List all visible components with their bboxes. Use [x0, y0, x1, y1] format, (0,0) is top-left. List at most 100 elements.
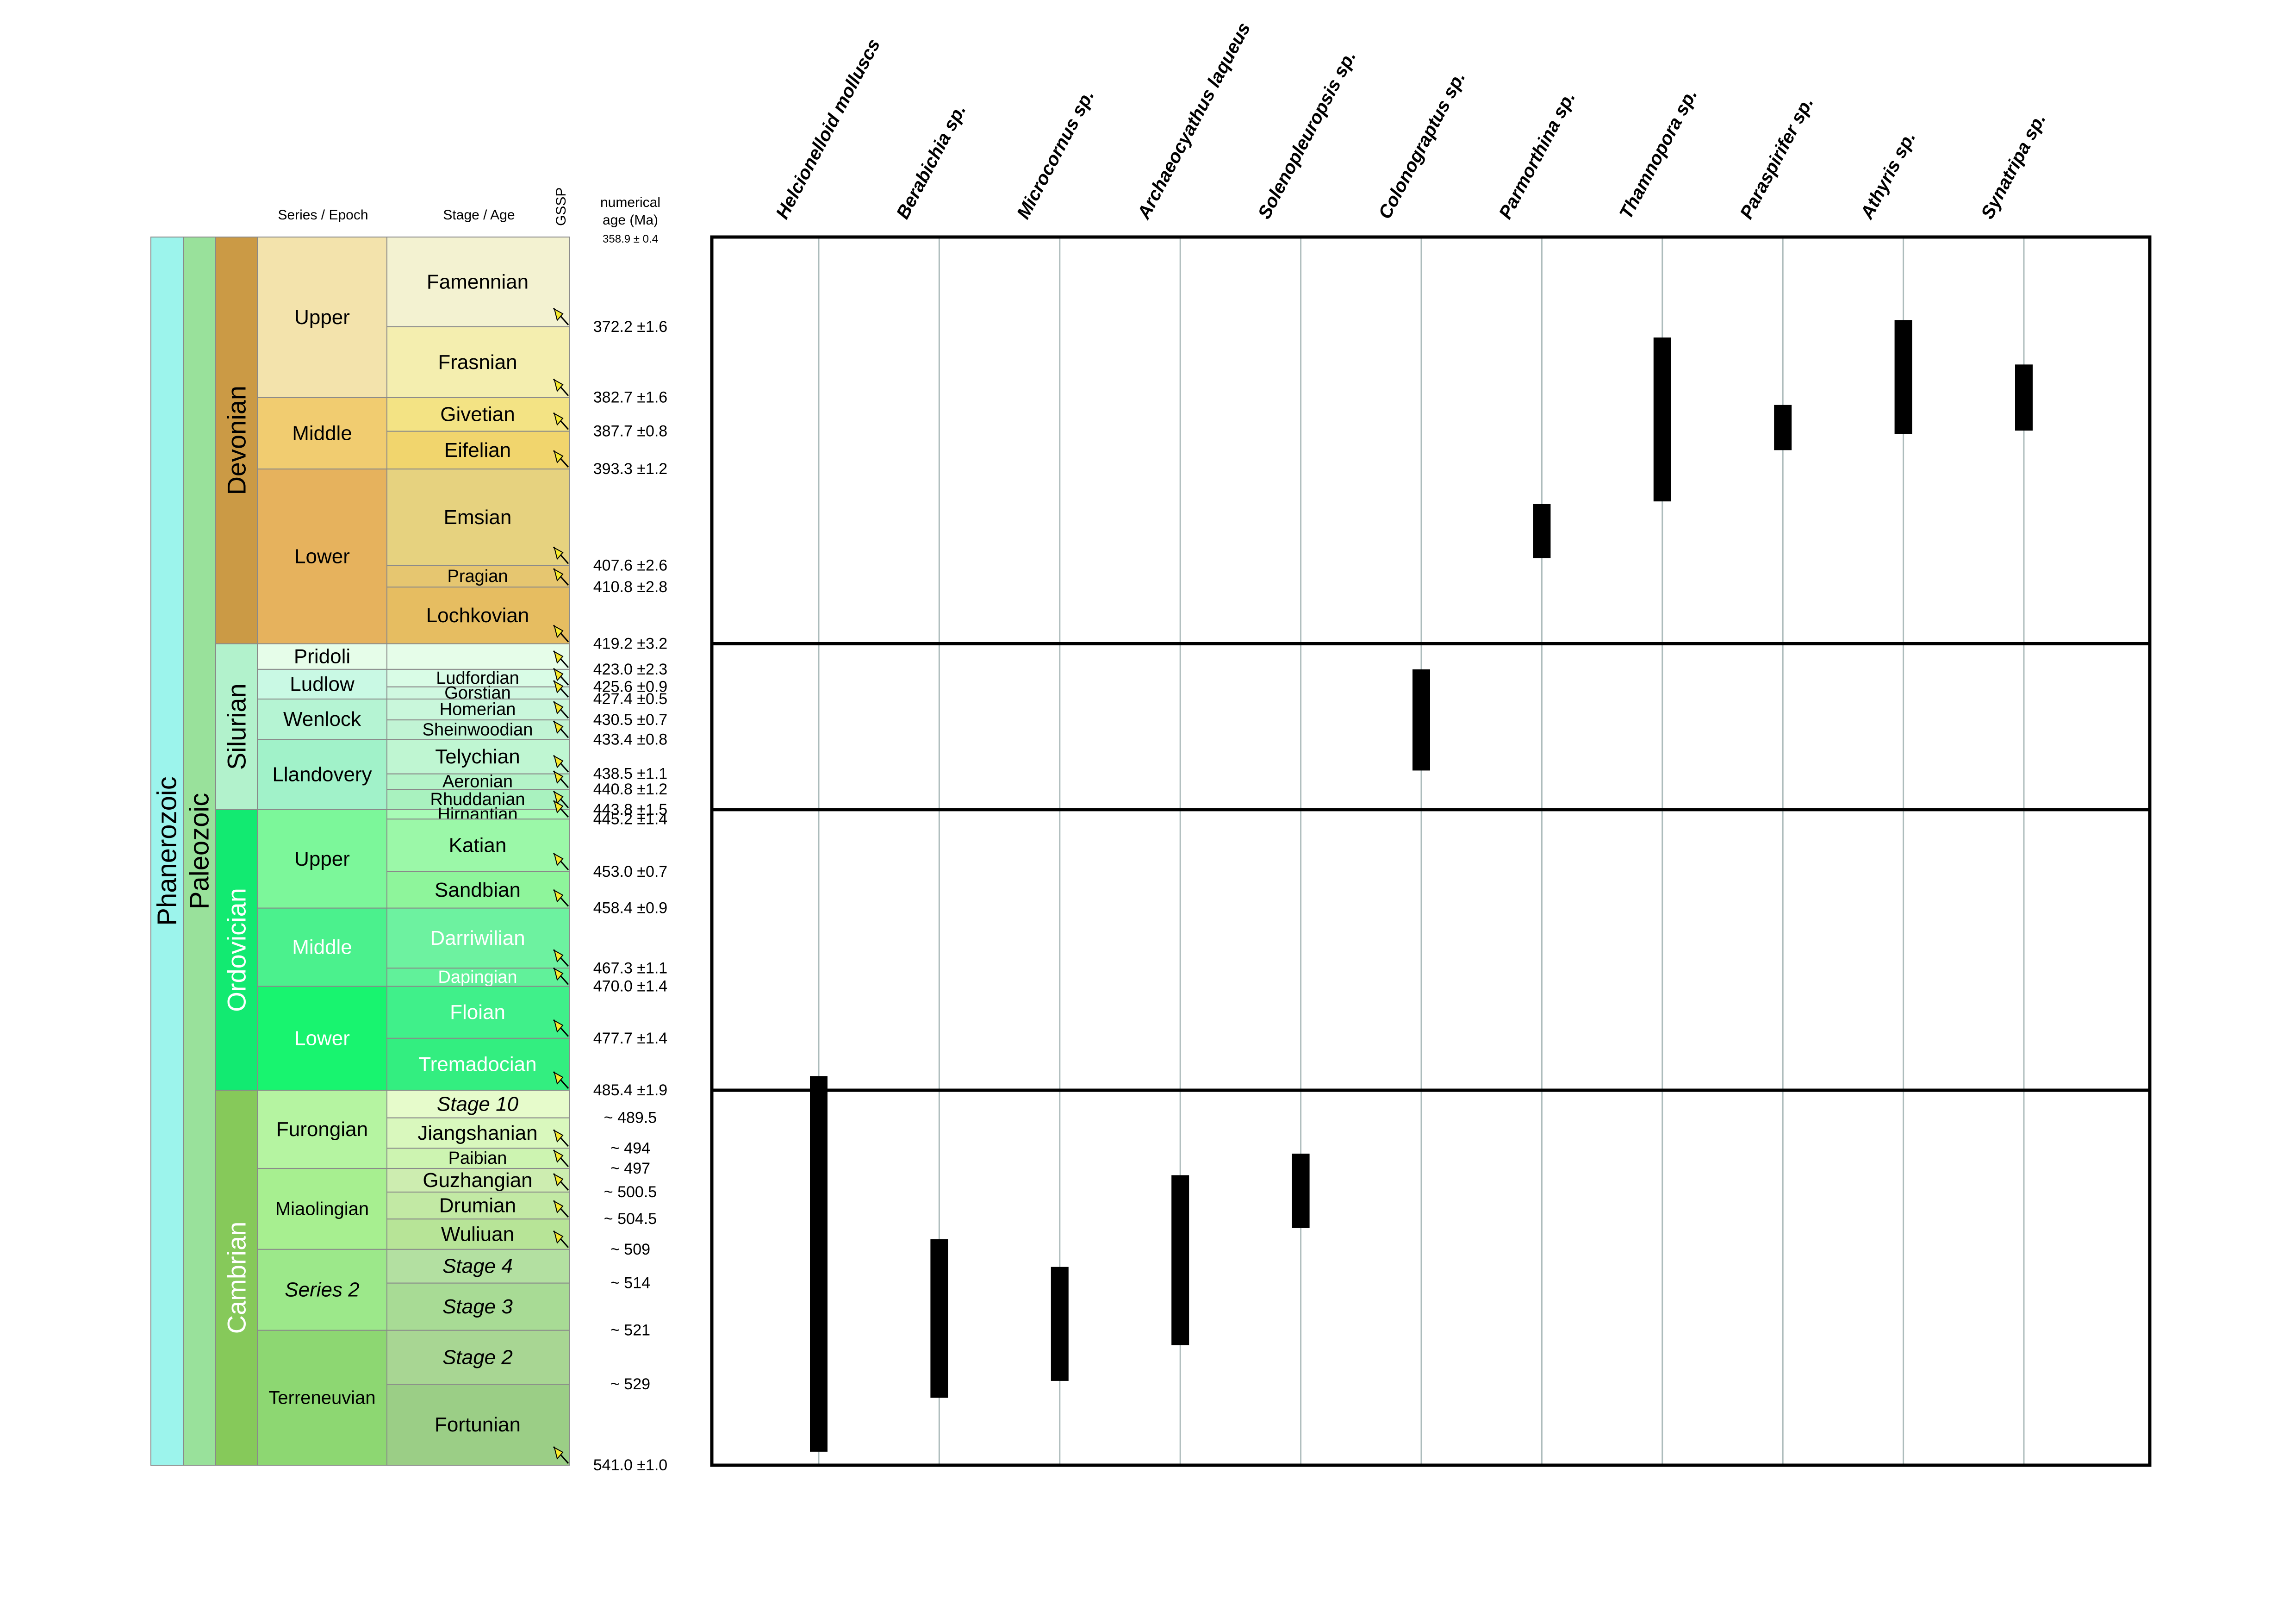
taxon-range-bar — [1653, 337, 1671, 502]
stage-label: Wuliuan — [441, 1223, 514, 1246]
taxon-name-label: Paraspirifer sp. — [1736, 94, 1817, 222]
stage-cell — [386, 773, 570, 790]
stage-label: Darriwilian — [430, 927, 525, 949]
stage-label: Paibian — [448, 1149, 507, 1168]
stage-cell — [386, 1249, 570, 1284]
numerical-age-label: 445.2 ±1.4 — [593, 810, 667, 828]
stage-label: Katian — [449, 834, 507, 857]
gssp-golden-spike-icon — [553, 949, 569, 967]
series-cell — [257, 986, 387, 1091]
stage-label: Sheinwoodian — [423, 720, 533, 739]
stage-label: Homerian — [440, 700, 516, 719]
stage-label: Famennian — [427, 270, 529, 293]
gssp-golden-spike-icon — [553, 889, 569, 907]
eonothem-label: Phanerozoic — [152, 776, 182, 925]
gssp-golden-spike-icon — [553, 720, 569, 738]
series-cell — [257, 1249, 387, 1331]
stage-cell — [386, 468, 570, 566]
numerical-age-label: 393.3 ±1.2 — [593, 460, 667, 478]
series-cell — [257, 907, 387, 987]
numerical-age-header-line2: age (Ma) — [603, 212, 658, 228]
series-epoch-header: Series / Epoch — [278, 207, 368, 223]
taxon-name-label: Synatripa sp. — [1977, 110, 2050, 222]
series-label: Miaolingian — [275, 1199, 369, 1219]
series-label: Lower — [294, 1027, 350, 1049]
stage-cell — [386, 1148, 570, 1169]
stage-label: Aeronian — [442, 772, 513, 791]
numerical-age-label: 382.7 ±1.6 — [593, 389, 667, 406]
gssp-golden-spike-icon — [553, 307, 569, 325]
gssp-golden-spike-icon — [553, 1019, 569, 1037]
stage-label: Stage 4 — [442, 1255, 513, 1278]
stage-cell — [386, 1282, 570, 1331]
series-label: Pridoli — [294, 645, 350, 668]
stage-cell — [386, 587, 570, 644]
stage-label: Jiangshanian — [417, 1122, 537, 1144]
stage-cell — [386, 1037, 570, 1091]
stage-cell — [386, 565, 570, 588]
eonothem-cell — [150, 237, 184, 1466]
stage-cell — [386, 1330, 570, 1385]
series-cell — [257, 739, 387, 810]
stage-cell — [386, 1384, 570, 1466]
series-label: Upper — [294, 306, 350, 329]
numerical-age-label: 541.0 ±1.0 — [593, 1456, 667, 1474]
stage-label: Stage 10 — [437, 1093, 519, 1115]
system-cell-devonian — [215, 237, 258, 644]
taxon-name-label: Athyris sp. — [1856, 128, 1919, 223]
series-cell — [257, 1168, 387, 1250]
series-cell — [257, 468, 387, 644]
column-headers: Series / Epoch Stage / Age GSSP numerica… — [278, 187, 660, 245]
numerical-age-label: ~ 494 — [610, 1139, 650, 1157]
gssp-golden-spike-icon — [553, 800, 569, 818]
gssp-golden-spike-icon — [553, 701, 569, 719]
numerical-age-label: 372.2 ±1.6 — [593, 318, 667, 336]
numerical-age-label: ~ 497 — [610, 1160, 650, 1177]
system-label-devonian: Devonian — [222, 386, 251, 495]
gssp-golden-spike-icon — [553, 668, 569, 686]
stage-label: Lochkovian — [426, 604, 529, 627]
numerical-age-label: 430.5 ±0.7 — [593, 711, 667, 729]
gssp-golden-spike-icon — [553, 967, 569, 985]
stage-label: Ludfordian — [436, 668, 519, 688]
taxon-range-plot: Helcionelloid molluscs Berabichia sp. Micr… — [710, 19, 2152, 1467]
geologic-time-scale: Phanerozoic Paleozoic Devonian Silurian Ordo… — [150, 237, 667, 1474]
stage-cell — [386, 431, 570, 470]
gssp-golden-spike-icon — [553, 1200, 569, 1218]
taxon-range-bar — [1774, 405, 1792, 450]
series-label: Llandovery — [272, 763, 372, 786]
stage-label: Fortunian — [435, 1413, 521, 1436]
numerical-age-label: 423.0 ±2.3 — [593, 661, 667, 678]
taxon-name-label: Parmorthina sp. — [1495, 88, 1579, 223]
series-label: Series 2 — [285, 1279, 359, 1301]
stage-label: Dapingian — [438, 968, 517, 987]
taxon-range-bar — [2015, 364, 2033, 431]
taxon-name-label: Berabichia sp. — [892, 101, 970, 222]
gssp-golden-spike-icon — [553, 1230, 569, 1248]
stage-cell — [386, 818, 570, 872]
stage-cell — [386, 326, 570, 398]
stage-label: Stage 2 — [442, 1346, 513, 1368]
stage-label: Drumian — [439, 1194, 516, 1217]
numerical-age-label: 419.2 ±3.2 — [593, 635, 667, 653]
series-label: Wenlock — [283, 708, 361, 731]
series-cell — [257, 1330, 387, 1466]
gssp-golden-spike-icon — [553, 546, 569, 564]
stage-cell — [386, 643, 570, 670]
stage-cell — [386, 698, 570, 721]
numerical-age-label: 410.8 ±2.8 — [593, 578, 667, 596]
taxon-range-bar — [1412, 669, 1430, 771]
taxon-range-bar — [1894, 320, 1912, 434]
numerical-age-label: 467.3 ±1.1 — [593, 959, 667, 977]
series-cell — [257, 698, 387, 740]
stage-label: Tremadocian — [418, 1053, 536, 1075]
plot-frame — [710, 235, 2152, 1467]
gssp-header: GSSP — [554, 187, 569, 226]
numerical-age-label: 407.6 ±2.6 — [593, 557, 667, 575]
taxon-range-bar — [1292, 1153, 1310, 1228]
system-cell-cambrian — [215, 1089, 258, 1466]
stage-cell — [386, 907, 570, 969]
system-label-ordovician: Ordovician — [222, 888, 251, 1012]
series-label: Middle — [292, 422, 352, 444]
